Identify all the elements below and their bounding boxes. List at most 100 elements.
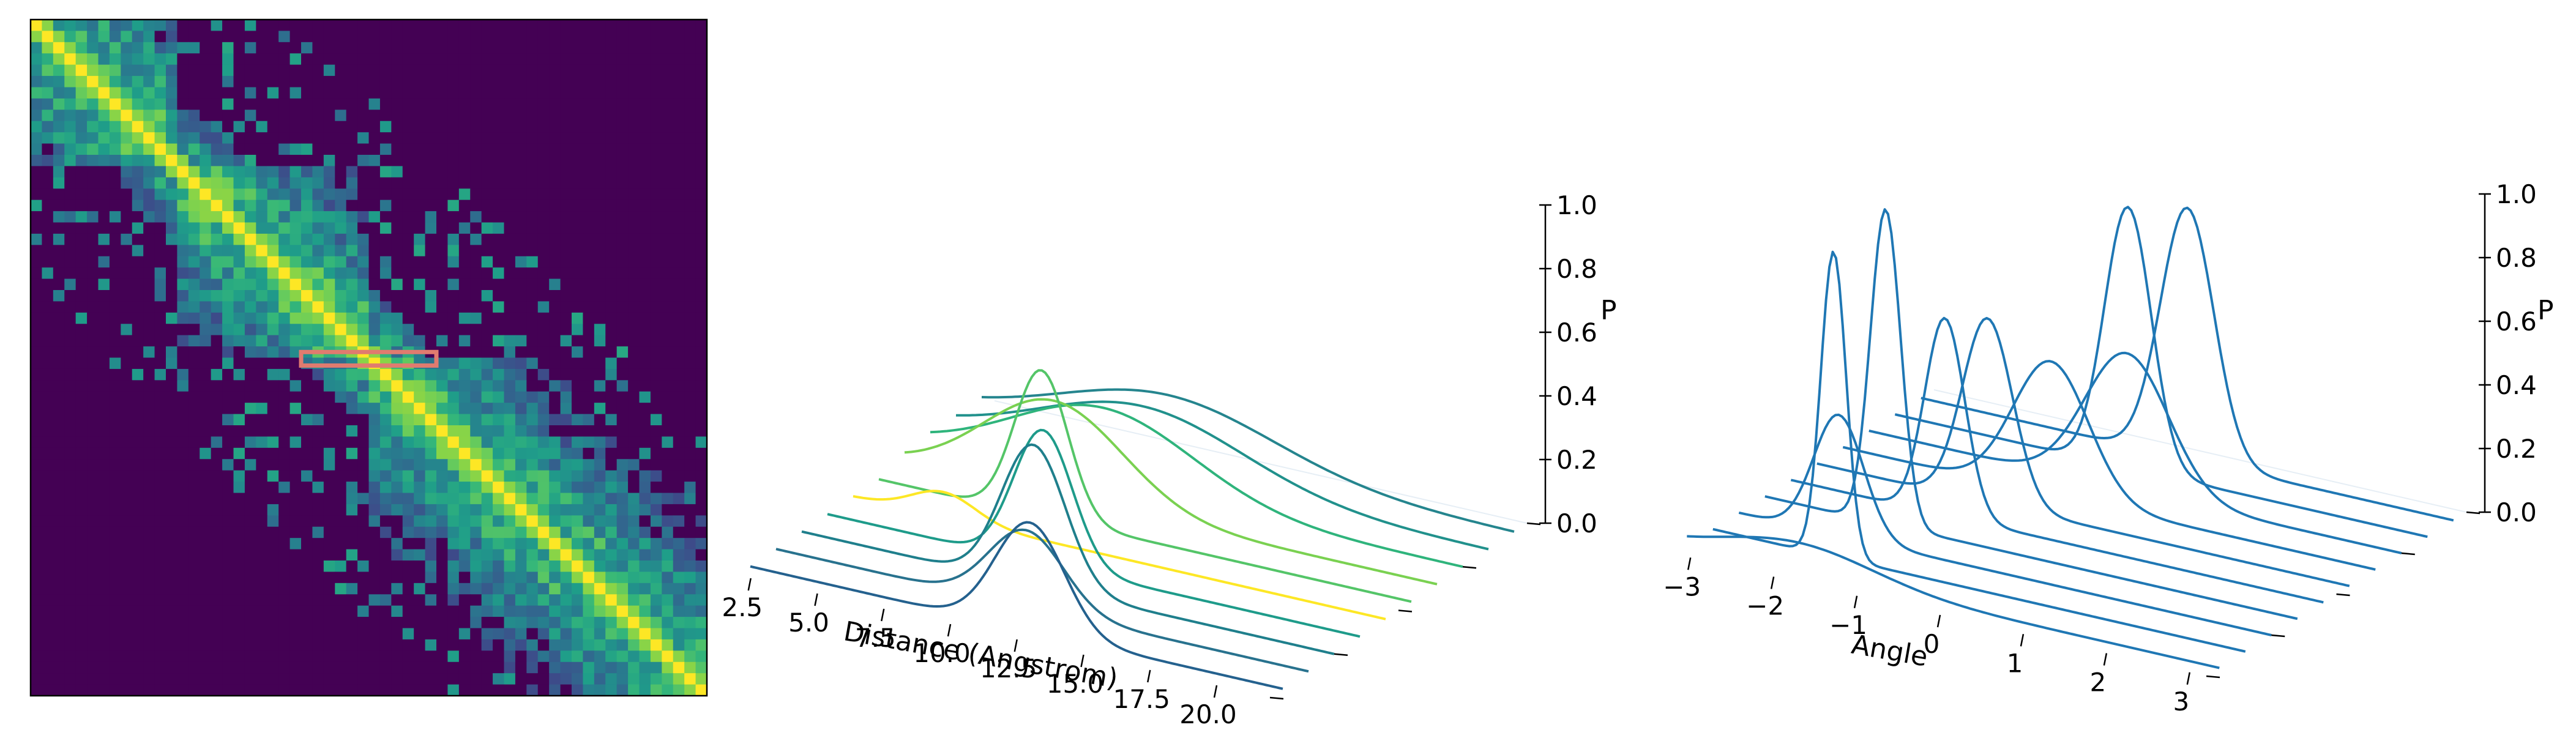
heatmap-cell <box>560 538 572 550</box>
heatmap-cell <box>64 684 77 696</box>
distance-series-line <box>853 490 1386 620</box>
heatmap-cell <box>200 459 212 471</box>
heatmap-cell <box>549 447 561 460</box>
heatmap-cell <box>481 526 493 538</box>
heatmap-cell <box>639 357 651 370</box>
heatmap-cell <box>650 346 662 359</box>
heatmap-cell <box>109 256 121 268</box>
heatmap-cell <box>470 267 482 280</box>
heatmap-cell <box>436 583 449 595</box>
distance-series-line <box>775 528 1309 673</box>
heatmap-cell <box>470 561 482 573</box>
heatmap-cell <box>244 312 256 324</box>
heatmap-cell <box>436 515 449 527</box>
heatmap-cell <box>166 391 178 403</box>
heatmap-cell <box>233 403 245 415</box>
heatmap-cell <box>695 380 707 392</box>
heatmap-cell <box>639 425 651 438</box>
heatmap-cell <box>335 121 347 133</box>
heatmap-cell <box>481 166 493 178</box>
heatmap-cell <box>391 278 403 291</box>
heatmap-cell <box>256 267 268 280</box>
heatmap-cell <box>481 64 493 76</box>
heatmap-cell <box>289 470 302 482</box>
heatmap-cell <box>278 278 291 291</box>
heatmap-cell <box>402 594 414 606</box>
heatmap-cell <box>515 504 527 516</box>
heatmap-cell <box>379 391 392 403</box>
heatmap-cell <box>515 515 527 527</box>
heatmap-cell <box>267 222 279 234</box>
heatmap-cell <box>98 572 110 584</box>
heatmap-cell <box>301 20 313 32</box>
heatmap-cell <box>346 594 358 606</box>
heatmap-cell <box>391 132 403 144</box>
heatmap-cell <box>166 222 178 234</box>
heatmap-cell <box>31 673 43 685</box>
heatmap-cell <box>526 335 539 347</box>
heatmap-cell <box>594 346 606 359</box>
heatmap-cell <box>222 278 234 291</box>
heatmap-cell <box>684 143 696 155</box>
heatmap-cell <box>684 583 696 595</box>
heatmap-cell <box>154 290 166 302</box>
heatmap-cell <box>75 233 88 245</box>
heatmap-cell <box>301 447 313 460</box>
heatmap-cell <box>53 301 65 313</box>
heatmap-cell <box>368 493 381 505</box>
heatmap-cell <box>572 132 584 144</box>
angle-x-tick <box>1853 595 1858 608</box>
heatmap-cell <box>616 628 629 640</box>
heatmap-cell <box>357 233 370 245</box>
heatmap-cell <box>64 256 77 268</box>
heatmap-cell <box>98 504 110 516</box>
heatmap-cell <box>368 605 381 617</box>
heatmap-cell <box>289 628 302 640</box>
heatmap-cell <box>695 121 707 133</box>
heatmap-cell <box>188 684 200 696</box>
heatmap-cell <box>233 414 245 426</box>
heatmap-cell <box>650 222 662 234</box>
heatmap-cell <box>244 53 256 65</box>
heatmap-cell <box>166 459 178 471</box>
heatmap-cell <box>289 222 302 234</box>
heatmap-cell <box>132 290 144 302</box>
heatmap-cell <box>560 290 572 302</box>
heatmap-cell <box>121 605 133 617</box>
heatmap-cell <box>662 572 674 584</box>
heatmap-cell <box>109 504 121 516</box>
heatmap-cell <box>515 177 527 189</box>
heatmap-cell <box>64 515 77 527</box>
heatmap-cell <box>109 403 121 415</box>
heatmap-cell <box>639 132 651 144</box>
heatmap-cell <box>75 425 88 438</box>
heatmap-cell <box>605 493 618 505</box>
heatmap-cell <box>42 549 54 561</box>
heatmap-cell <box>425 267 437 280</box>
heatmap-cell <box>605 425 618 438</box>
heatmap-cell <box>64 673 77 685</box>
heatmap-cell <box>121 290 133 302</box>
heatmap-cell <box>98 436 110 449</box>
heatmap-cell <box>301 583 313 595</box>
heatmap-cell <box>289 42 302 54</box>
heatmap-cell <box>312 335 324 347</box>
heatmap-cell <box>537 594 550 606</box>
heatmap-cell <box>628 87 640 99</box>
heatmap-cell <box>256 290 268 302</box>
heatmap-cell <box>346 391 358 403</box>
heatmap-cell <box>132 301 144 313</box>
heatmap-cell <box>53 605 65 617</box>
heatmap-cell <box>143 42 155 54</box>
heatmap-cell <box>414 639 426 651</box>
heatmap-cell <box>368 53 381 65</box>
heatmap-cell <box>379 380 392 392</box>
heatmap-cell <box>31 368 43 381</box>
heatmap-cell <box>458 515 471 527</box>
heatmap-cell <box>87 661 99 674</box>
heatmap-cell <box>233 470 245 482</box>
heatmap-cell <box>695 470 707 482</box>
heatmap-cell <box>53 290 65 302</box>
heatmap-cell <box>64 436 77 449</box>
heatmap-cell <box>673 245 685 257</box>
